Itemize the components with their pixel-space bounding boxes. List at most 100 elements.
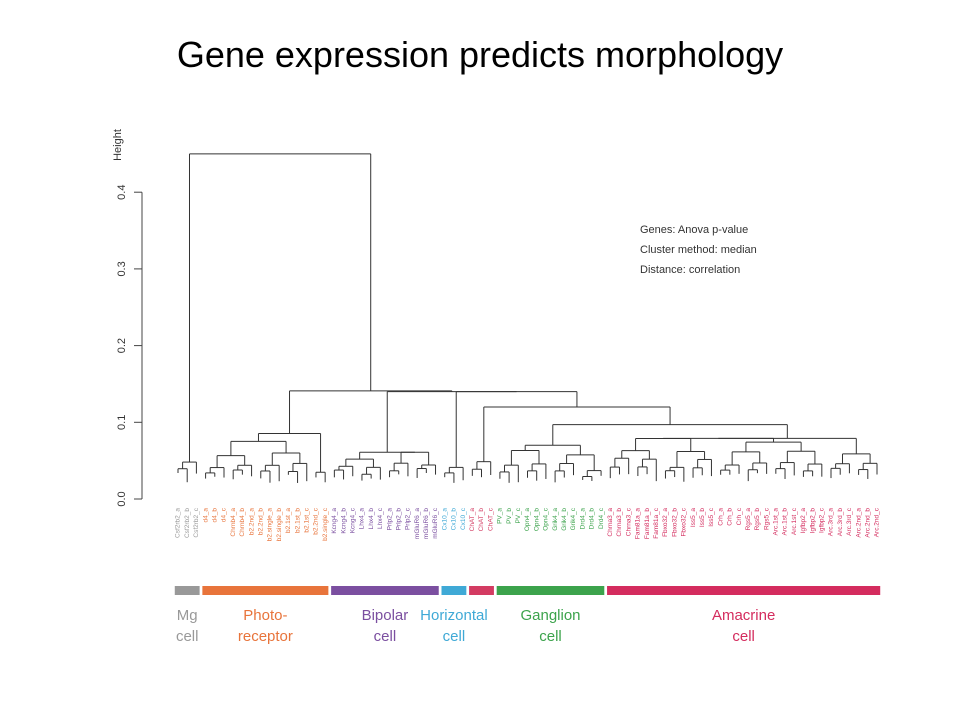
annotation-line: Distance: correlation bbox=[640, 264, 740, 276]
leaf-label: Drd4_a bbox=[579, 508, 586, 530]
leaf-label: Chrnb4_a bbox=[230, 508, 237, 537]
group-bar bbox=[469, 586, 494, 595]
leaf-label: b2.1st_a bbox=[285, 508, 292, 533]
leaf-label: Arc.1st_c bbox=[791, 507, 798, 535]
leaf-label: Rgs5_a bbox=[745, 508, 752, 531]
leaf-label: Chrna3_c bbox=[625, 507, 632, 536]
annotation-line: Genes: Anova p-value bbox=[640, 224, 748, 236]
leaf-label: b2.2nd_c bbox=[313, 507, 320, 534]
y-tick-label: 0.0 bbox=[116, 491, 128, 506]
leaf-label: Igfbp2_a bbox=[800, 508, 807, 534]
leaf-label: Fbxo32_c bbox=[681, 507, 688, 536]
leaf-label: Crh_c bbox=[736, 507, 743, 525]
group-label: Horizontal bbox=[420, 607, 488, 624]
leaf-label: Fam81a_b bbox=[644, 508, 651, 539]
leaf-label: Cx10_a bbox=[441, 508, 448, 531]
group-bar bbox=[174, 586, 200, 595]
leaf-label: Lhx4_c bbox=[377, 507, 384, 529]
leaf-label: Igfbp2_c bbox=[819, 507, 826, 533]
leaf-label: Arc.2nd_c bbox=[874, 507, 881, 537]
leaf-label: d4_b bbox=[212, 508, 219, 523]
group-label: cell bbox=[732, 628, 755, 645]
leaf-label: d4_a bbox=[202, 508, 209, 523]
group-label: cell bbox=[176, 628, 199, 645]
group-label: Photo- bbox=[243, 607, 287, 624]
y-tick-label: 0.1 bbox=[116, 415, 128, 430]
leaf-label: ChAT_c bbox=[487, 507, 494, 531]
leaf-label: Iss5_a bbox=[690, 508, 697, 528]
leaf-label: mGluR6_b bbox=[423, 508, 430, 539]
group-label: cell bbox=[539, 628, 562, 645]
cell-type-groups: Mg cell Photo-receptor Bipolar cell Horizonta… bbox=[174, 586, 881, 645]
leaf-label: Lhx4_b bbox=[368, 508, 375, 530]
y-tick-label: 0.3 bbox=[116, 261, 128, 276]
leaf-label: Chrna3_a bbox=[607, 508, 614, 537]
y-axis: 0.0 0.1 0.2 0.3 0.4 Height bbox=[112, 129, 143, 507]
leaf-label: mGluR6_a bbox=[414, 508, 421, 539]
group-label: Ganglion bbox=[520, 607, 580, 624]
leaf-label: PV_b bbox=[506, 508, 513, 524]
dendrogram-tree bbox=[177, 153, 878, 483]
leaf-label: Arc.1st_a bbox=[773, 508, 780, 536]
leaf-label: b2.single_a bbox=[267, 508, 274, 542]
leaf-label: mGluR6_c bbox=[432, 507, 439, 538]
annotation-line: Cluster method: median bbox=[640, 244, 757, 256]
leaf-label: Grik4_a bbox=[552, 508, 559, 531]
leaf-label: Opn4_c bbox=[543, 507, 550, 531]
leaf-label: Chrnb4_b bbox=[239, 508, 246, 537]
leaf-label: Fbxo32_b bbox=[671, 508, 678, 537]
leaf-label: b2.1st_c bbox=[303, 507, 310, 532]
group-label: Mg bbox=[177, 607, 198, 624]
leaf-label: Arc.3rd_b bbox=[837, 508, 844, 537]
leaf-label: Fam81a_a bbox=[635, 508, 642, 539]
leaf-label: Arc.3rd_c bbox=[846, 507, 853, 536]
leaf-label: Arc.1st_b bbox=[782, 508, 789, 536]
y-tick-label: 0.2 bbox=[116, 338, 128, 353]
leaf-labels: Csf2rb2_a Csf2rb2_b Csf2rb2_c d4_a d4_b d4_c C… bbox=[175, 507, 881, 541]
group-label: cell bbox=[374, 628, 397, 645]
leaf-label: Opn4_b bbox=[533, 508, 540, 532]
leaf-label: Cx10_c bbox=[460, 507, 467, 530]
leaf-label: Iss5_c bbox=[708, 507, 715, 527]
leaf-label: b2.2nd_a bbox=[248, 508, 255, 535]
leaf-label: Chrna3_b bbox=[616, 508, 623, 537]
leaf-label: Prlp2_b bbox=[395, 508, 402, 531]
leaf-label: Prlp2_c bbox=[405, 507, 412, 530]
leaf-label: Cx10_b bbox=[451, 508, 458, 531]
leaf-label: Lhx4_a bbox=[359, 508, 366, 530]
leaf-label: b2.2nd_b bbox=[257, 508, 264, 535]
leaf-label: Arc.2nd_a bbox=[855, 508, 862, 538]
group-bar bbox=[331, 586, 439, 595]
leaf-label: PV_c bbox=[515, 507, 522, 523]
leaf-label: b2.single_b bbox=[276, 508, 283, 542]
leaf-label: Drd4_c bbox=[598, 507, 605, 529]
leaf-label: Drd4_b bbox=[589, 508, 596, 530]
leaf-label: Crh_b bbox=[727, 508, 734, 526]
leaf-label: Fbxo32_a bbox=[662, 508, 669, 537]
leaf-label: PV_a bbox=[497, 508, 504, 524]
group-bar bbox=[441, 586, 467, 595]
leaf-label: Rgs5_c bbox=[763, 507, 770, 530]
group-bar bbox=[607, 586, 881, 595]
leaf-label: Csf2rb2_a bbox=[175, 508, 182, 538]
leaf-label: Prlp2_a bbox=[386, 508, 393, 531]
leaf-label: Csf2rb2_c bbox=[193, 507, 200, 537]
leaf-label: ChAT_b bbox=[478, 508, 485, 532]
leaf-label: Grik4_c bbox=[570, 507, 577, 530]
method-annotation: Genes: Anova p-value Cluster method: medi… bbox=[640, 224, 757, 276]
leaf-label: d4_c bbox=[221, 507, 228, 522]
leaf-label: Igfbp2_b bbox=[809, 508, 816, 534]
leaf-label: b2.single_c bbox=[322, 507, 329, 541]
group-label: Bipolar bbox=[362, 607, 409, 624]
leaf-label: Grik4_b bbox=[561, 508, 568, 531]
leaf-label: Crh_a bbox=[717, 508, 724, 526]
leaf-label: Fam81a_c bbox=[653, 507, 660, 538]
group-label: Amacrine bbox=[712, 607, 775, 624]
leaf-label: Rgs5_b bbox=[754, 508, 761, 531]
group-bar bbox=[496, 586, 605, 595]
leaf-label: Opn4_a bbox=[524, 508, 531, 532]
leaf-label: Iss5_b bbox=[699, 508, 706, 528]
y-tick-label: 0.4 bbox=[116, 185, 128, 200]
leaf-label: Kcng4_c bbox=[349, 507, 356, 533]
